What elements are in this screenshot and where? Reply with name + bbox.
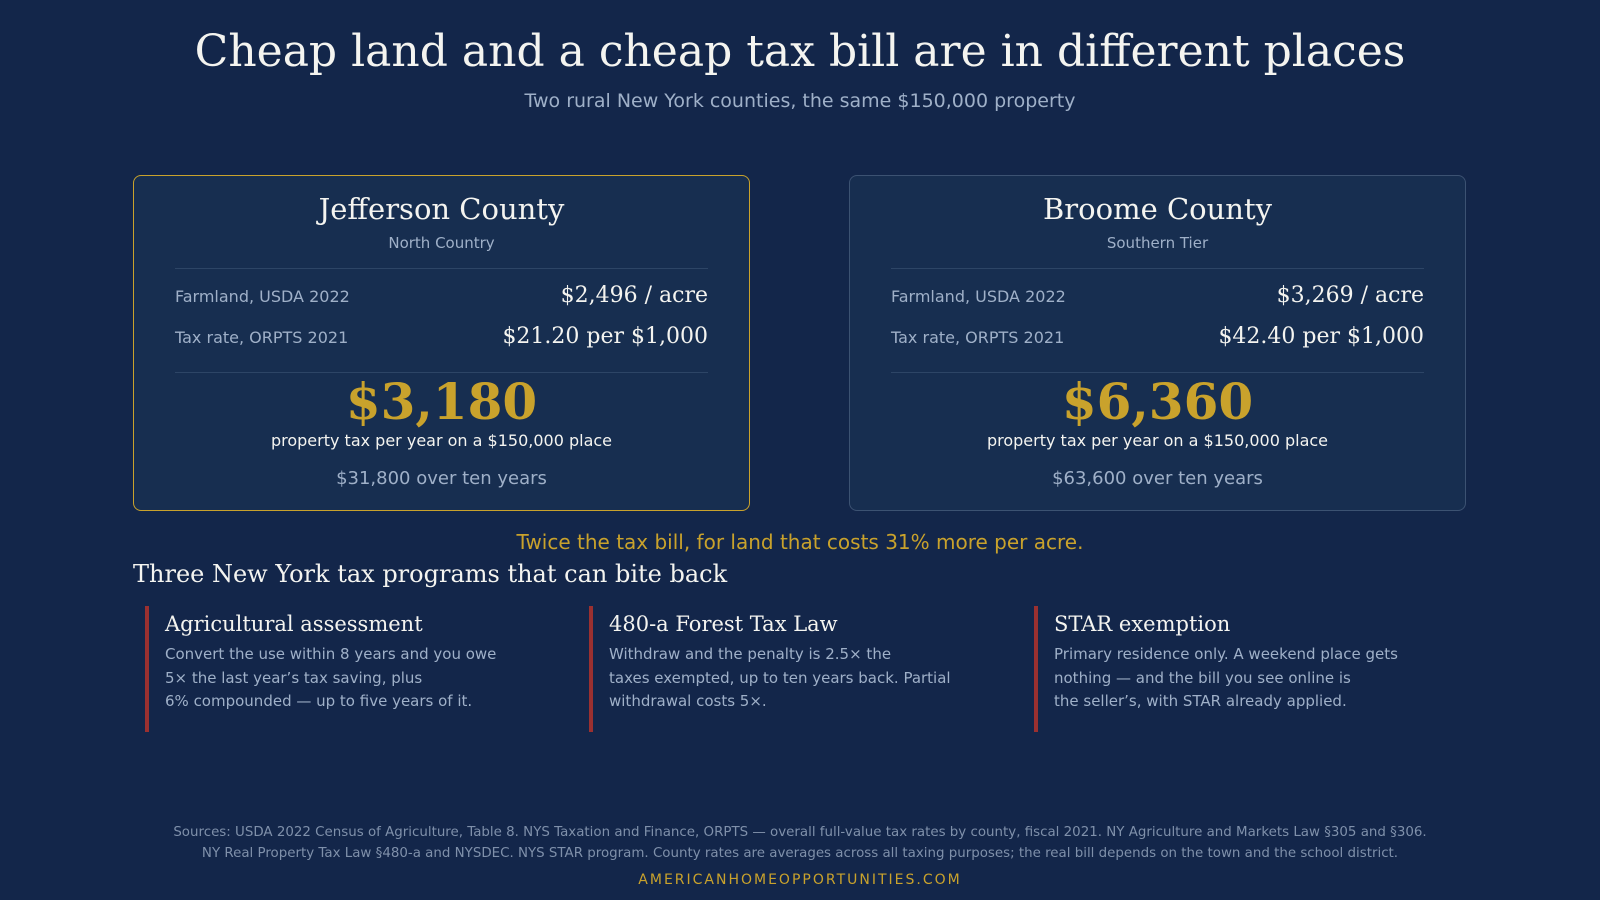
tax-rate-value: $42.40 per $1,000 <box>1218 324 1424 349</box>
county-card-jefferson: Jefferson County North Country Farmland,… <box>133 175 750 511</box>
comparison-callout: Twice the tax bill, for land that costs … <box>516 530 1084 554</box>
program-480a-forest-tax: 480-a Forest Tax Law Withdraw and the pe… <box>589 606 989 732</box>
annual-tax-amount: $6,360 <box>1061 372 1254 431</box>
sources-note: Sources: USDA 2022 Census of Agriculture… <box>0 822 1600 864</box>
county-name: Jefferson County <box>318 192 565 226</box>
program-agricultural-assessment: Agricultural assessment Convert the use … <box>145 606 545 732</box>
farmland-value: $2,496 / acre <box>560 283 708 308</box>
site-credit: AMERICANHOMEOPPORTUNITIES.COM <box>638 872 962 888</box>
page-subtitle: Two rural New York counties, the same $1… <box>524 90 1076 112</box>
tax-rate-value: $21.20 per $1,000 <box>502 324 708 349</box>
program-text-line: withdrawal costs 5×. <box>609 692 767 710</box>
county-region: North Country <box>388 234 495 252</box>
farmland-value: $3,269 / acre <box>1276 283 1424 308</box>
program-title: STAR exemption <box>1054 612 1231 636</box>
program-text-line: Primary residence only. A weekend place … <box>1054 645 1398 663</box>
tax-rate-label: Tax rate, ORPTS 2021 <box>175 328 349 347</box>
program-description: Primary residence only. A weekend place … <box>1054 643 1434 714</box>
program-text-line: Withdraw and the penalty is 2.5× the <box>609 645 892 663</box>
annual-tax-amount: $3,180 <box>345 372 538 431</box>
program-text-line: taxes exempted, up to ten years back. Pa… <box>609 668 951 687</box>
ten-year-total: $63,600 over ten years <box>1052 468 1263 489</box>
sources-line: Sources: USDA 2022 Census of Agriculture… <box>173 825 1427 840</box>
program-text-line: 6% compounded — up to five years of it. <box>165 692 473 710</box>
program-text-line: the seller’s, with STAR already applied. <box>1054 692 1347 710</box>
program-text-line: Convert the use within 8 years and you o… <box>165 645 497 663</box>
farmland-label: Farmland, USDA 2022 <box>175 287 350 306</box>
annual-tax-caption: property tax per year on a $150,000 plac… <box>986 431 1329 450</box>
card-divider <box>175 372 708 373</box>
card-divider <box>891 372 1424 373</box>
farmland-label: Farmland, USDA 2022 <box>891 287 1066 306</box>
program-title: Agricultural assessment <box>165 612 423 636</box>
county-region: Southern Tier <box>1106 234 1209 252</box>
tax-rate-row: Tax rate, ORPTS 2021 $21.20 per $1,000 <box>175 324 708 354</box>
annual-tax-caption: property tax per year on a $150,000 plac… <box>270 431 613 450</box>
ten-year-total: $31,800 over ten years <box>336 468 547 489</box>
tax-rate-label: Tax rate, ORPTS 2021 <box>891 328 1065 347</box>
page-title: Cheap land and a cheap tax bill are in d… <box>194 26 1406 77</box>
sources-line: NY Real Property Tax Law §480-a and NYSD… <box>201 846 1399 861</box>
card-divider <box>175 268 708 269</box>
program-title: 480-a Forest Tax Law <box>609 612 838 636</box>
tax-rate-row: Tax rate, ORPTS 2021 $42.40 per $1,000 <box>891 324 1424 354</box>
county-card-broome: Broome County Southern Tier Farmland, US… <box>849 175 1466 511</box>
program-text-line: nothing — and the bill you see online is <box>1054 668 1351 687</box>
program-description: Convert the use within 8 years and you o… <box>165 643 545 714</box>
program-description: Withdraw and the penalty is 2.5× the tax… <box>609 643 989 714</box>
program-text-line: 5× the last year’s tax saving, plus <box>165 668 423 687</box>
card-divider <box>891 268 1424 269</box>
farmland-row: Farmland, USDA 2022 $2,496 / acre <box>175 283 708 313</box>
programs-heading: Three New York tax programs that can bit… <box>133 560 728 588</box>
county-name: Broome County <box>1042 192 1272 226</box>
farmland-row: Farmland, USDA 2022 $3,269 / acre <box>891 283 1424 313</box>
program-star-exemption: STAR exemption Primary residence only. A… <box>1034 606 1434 732</box>
